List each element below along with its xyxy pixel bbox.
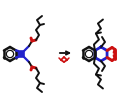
FancyBboxPatch shape: [18, 51, 24, 57]
